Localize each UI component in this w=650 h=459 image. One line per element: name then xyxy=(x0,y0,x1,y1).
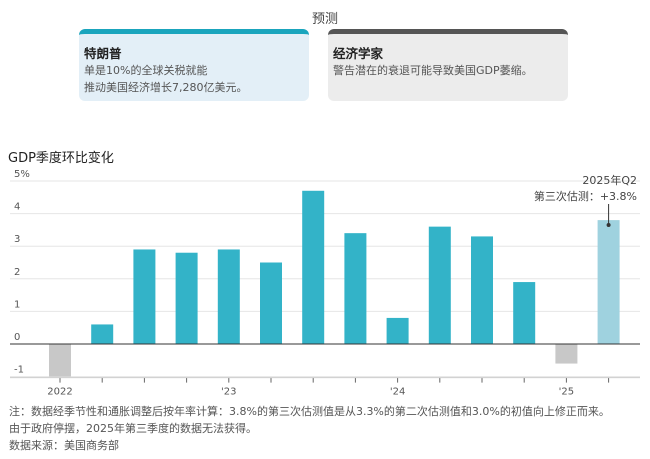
bar xyxy=(260,262,282,344)
y-tick-label: 0 xyxy=(14,332,20,343)
bar xyxy=(555,344,578,364)
bar-chart: -1 0 1 2 3 4 5% 2022 '23 '24 '25 2025年Q2 第三次估测：+3.8% xyxy=(10,169,640,398)
card-heading: 特朗普 xyxy=(84,46,122,61)
bar xyxy=(386,317,409,344)
annotation-dot xyxy=(606,223,611,227)
bar xyxy=(471,236,493,344)
bar xyxy=(428,226,451,344)
bar xyxy=(133,249,156,344)
note-line: 数据来源：美国商务部 xyxy=(9,439,119,452)
note-line: 由于政府停摆，2025年第三季度的数据无法获得。 xyxy=(9,422,257,435)
bar xyxy=(91,324,114,344)
card-trump: 特朗普 单是10%的全球关税就能 推动美国经济增长7,280亿美元。 xyxy=(79,29,309,101)
x-tick-label: 2022 xyxy=(47,387,72,398)
x-tick-label: '24 xyxy=(390,387,405,398)
y-tick-label: 1 xyxy=(14,299,20,310)
forecast-title: 预测 xyxy=(311,12,338,27)
annotation-label: 2025年Q2 xyxy=(582,173,637,187)
y-tick-label: 3 xyxy=(14,234,20,245)
card-heading: 经济学家 xyxy=(333,46,384,61)
x-tick-label: '25 xyxy=(559,387,574,398)
card-text: 单是10%的全球关税就能 xyxy=(84,64,208,77)
y-tick-label: 4 xyxy=(14,202,20,213)
y-tick-label: 5% xyxy=(14,169,30,180)
bar xyxy=(49,344,71,377)
y-tick-label: 2 xyxy=(14,267,20,278)
notes: 注：数据经季节性和通胀调整后按年率计算：3.8%的第三次估测值是从3.3%的第二… xyxy=(9,403,610,454)
bar xyxy=(175,252,198,344)
annotation-label: 第三次估测：+3.8% xyxy=(534,189,637,203)
bar xyxy=(513,282,536,344)
bar xyxy=(302,190,325,344)
bar xyxy=(344,233,367,344)
card-economists: 经济学家 警告潜在的衰退可能导致美国GDP萎缩。 xyxy=(328,29,568,101)
chart-title: GDP季度环比变化 xyxy=(8,151,114,166)
card-text: 推动美国经济增长7,280亿美元。 xyxy=(84,81,248,94)
card-text: 警告潜在的衰退可能导致美国GDP萎缩。 xyxy=(333,64,533,77)
y-tick-label: -1 xyxy=(14,365,24,376)
bar xyxy=(597,220,620,344)
x-tick-label: '23 xyxy=(221,387,236,398)
bar xyxy=(217,249,240,344)
note-line: 注：数据经季节性和通胀调整后按年率计算：3.8%的第三次估测值是从3.3%的第二… xyxy=(9,405,610,418)
